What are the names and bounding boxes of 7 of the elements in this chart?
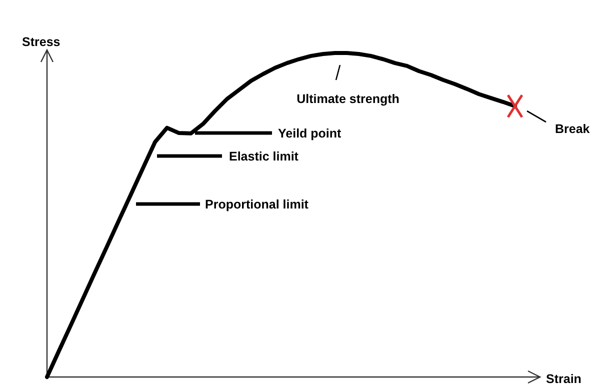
text: Break — [555, 122, 590, 136]
x-axis-title: Strain — [546, 372, 582, 386]
annotation: Elastic limit — [229, 150, 300, 164]
y-axis-title: Stress — [22, 35, 60, 49]
annotation: Ultimate strength — [296, 92, 400, 106]
annotation: Yeild point — [278, 126, 342, 140]
annotation: Proportional limit — [205, 198, 310, 212]
